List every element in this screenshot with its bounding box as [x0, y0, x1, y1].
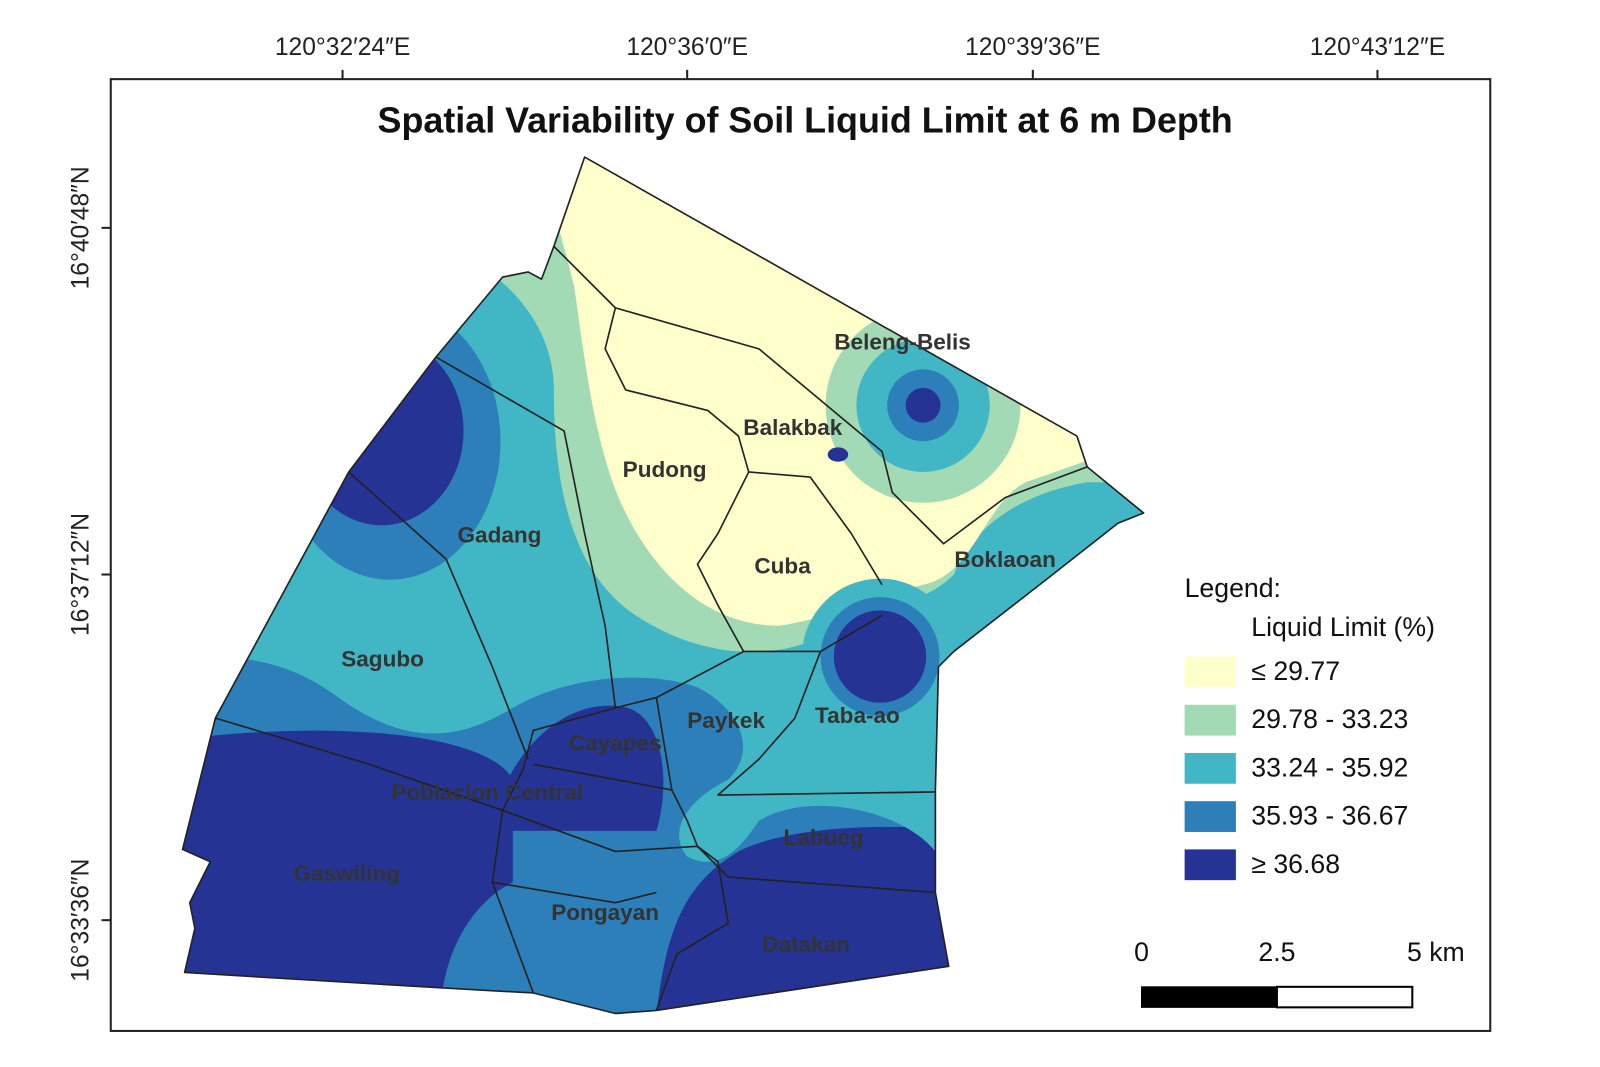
- place-label: Gaswiling: [293, 861, 400, 886]
- latitude-label: 16°40′48″N: [68, 166, 95, 289]
- legend-label: 35.93 - 36.67: [1251, 801, 1408, 831]
- barangay-borders: [181, 156, 1145, 1015]
- scale-bar: [1141, 986, 1278, 1008]
- legend-title: Legend:: [1185, 573, 1281, 603]
- latitude-label: 16°37′12″N: [68, 513, 95, 636]
- place-label: Labueg: [784, 825, 864, 850]
- longitude-label: 120°32′24″E: [275, 34, 410, 61]
- place-label: Datakan: [762, 932, 850, 957]
- scale-label: 2.5: [1258, 937, 1295, 967]
- place-label: Pudong: [623, 457, 707, 482]
- place-label: Poblacion Central: [391, 780, 583, 805]
- legend-label: 29.78 - 33.23: [1251, 704, 1408, 734]
- zone: [905, 387, 941, 423]
- longitude-label: 120°39′36″E: [965, 34, 1100, 61]
- legend-label: ≤ 29.77: [1251, 656, 1340, 686]
- legend-subtitle: Liquid Limit (%): [1251, 612, 1435, 642]
- place-label: Cayapes: [569, 731, 662, 756]
- place-label: Sagubo: [341, 647, 424, 672]
- legend-swatch: [1184, 801, 1236, 832]
- place-label: Pongayan: [551, 900, 659, 925]
- longitude-label: 120°36′0″E: [626, 34, 748, 61]
- legend-swatch: [1184, 704, 1236, 736]
- legend-label: 33.24 - 35.92: [1251, 752, 1408, 782]
- zone: [502, 705, 664, 831]
- place-label: Balakbak: [743, 415, 842, 440]
- map-title: Spatial Variability of Soil Liquid Limit…: [378, 101, 1233, 141]
- legend-label: ≥ 36.68: [1251, 849, 1340, 879]
- zone: [833, 610, 927, 703]
- legend-swatch: [1184, 849, 1236, 881]
- place-label: Paykek: [687, 708, 765, 733]
- scale-bar: [1275, 985, 1414, 1009]
- zone: [827, 447, 849, 462]
- longitude-label: 120°43′12″E: [1310, 34, 1445, 61]
- scale-label: 0: [1134, 937, 1149, 967]
- legend-swatch: [1184, 752, 1236, 784]
- surface: [182, 157, 1144, 1014]
- latitude-label: 16°33′36″N: [68, 859, 95, 982]
- legend-swatch: [1184, 656, 1236, 688]
- zone: [299, 336, 464, 526]
- map-frame: [109, 78, 1492, 1032]
- place-label: Taba-ao: [815, 703, 900, 728]
- scale-label: 5 km: [1407, 937, 1465, 967]
- place-label: Gadang: [458, 523, 542, 548]
- place-label: Beleng-Belis: [834, 330, 971, 355]
- place-label: Boklaoan: [954, 547, 1055, 572]
- place-label: Cuba: [754, 553, 811, 578]
